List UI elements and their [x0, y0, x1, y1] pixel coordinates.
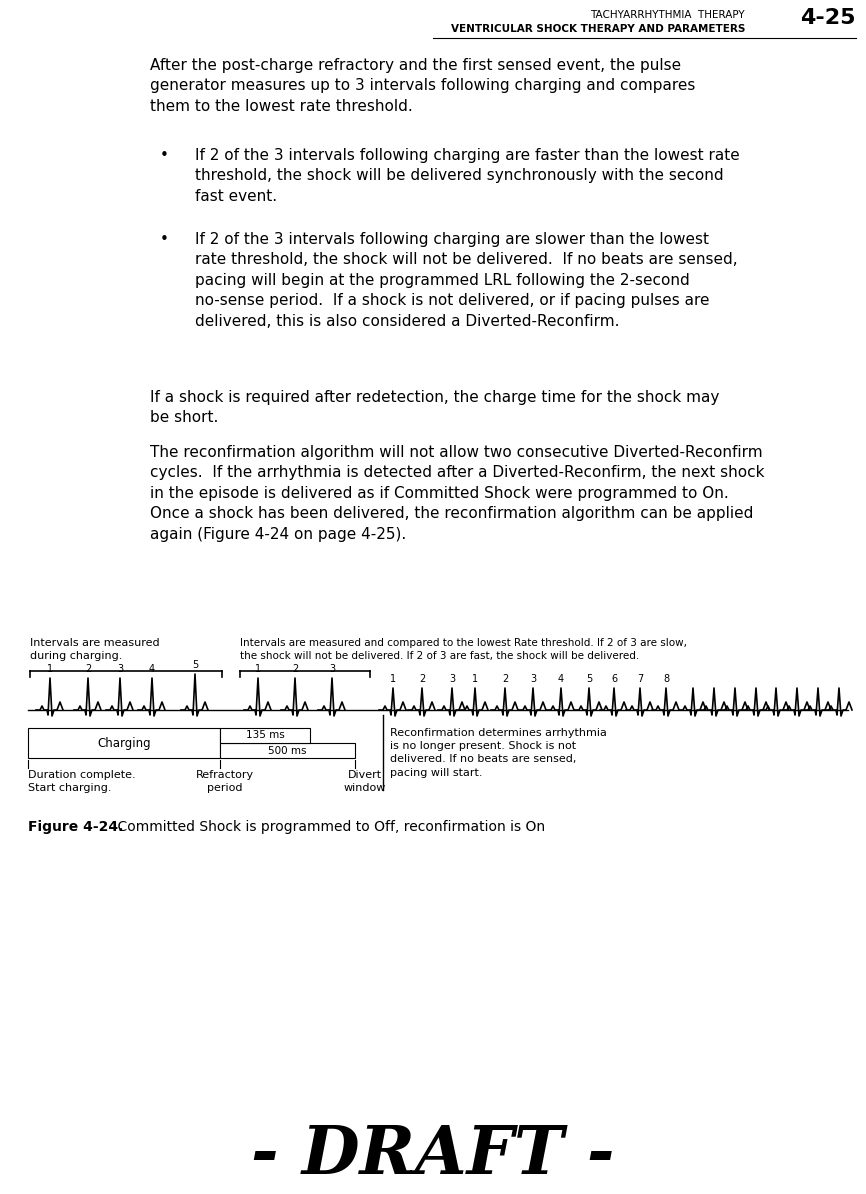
Text: The reconfirmation algorithm will not allow two consecutive Diverted-Reconfirm
c: The reconfirmation algorithm will not al… — [150, 445, 765, 542]
Text: After the post-charge refractory and the first sensed event, the pulse
generator: After the post-charge refractory and the… — [150, 59, 695, 113]
Text: - DRAFT -: - DRAFT - — [251, 1122, 615, 1188]
Text: •: • — [160, 232, 169, 247]
Text: 4: 4 — [149, 664, 155, 673]
Text: 1: 1 — [472, 673, 478, 684]
Text: 2: 2 — [502, 673, 508, 684]
Text: 1: 1 — [390, 673, 396, 684]
Text: Figure 4-24.: Figure 4-24. — [28, 820, 123, 833]
Text: 5: 5 — [192, 660, 198, 670]
Text: 1: 1 — [255, 664, 261, 673]
Text: 7: 7 — [637, 673, 643, 684]
Bar — [28, 728, 220, 758]
Bar — [220, 728, 310, 743]
Text: 3: 3 — [117, 664, 123, 673]
Text: 2: 2 — [292, 664, 298, 673]
Text: Intervals are measured and compared to the lowest Rate threshold. If 2 of 3 are : Intervals are measured and compared to t… — [240, 638, 687, 661]
Text: Divert
window: Divert window — [344, 770, 386, 793]
Text: 3: 3 — [329, 664, 335, 673]
Text: Refractory
period: Refractory period — [196, 770, 254, 793]
Text: 3: 3 — [530, 673, 536, 684]
Bar — [220, 743, 355, 758]
Text: If 2 of the 3 intervals following charging are slower than the lowest
rate thres: If 2 of the 3 intervals following chargi… — [195, 232, 738, 328]
Text: Reconfirmation determines arrhythmia
is no longer present. Shock is not
delivere: Reconfirmation determines arrhythmia is … — [390, 728, 607, 777]
Text: If a shock is required after redetection, the charge time for the shock may
be s: If a shock is required after redetection… — [150, 390, 720, 425]
Text: 500 ms: 500 ms — [268, 745, 307, 756]
Text: 4-25: 4-25 — [800, 8, 856, 27]
Text: 8: 8 — [663, 673, 669, 684]
Text: 6: 6 — [611, 673, 617, 684]
Text: TACHYARRHYTHMIA  THERAPY: TACHYARRHYTHMIA THERAPY — [591, 10, 745, 20]
Text: 5: 5 — [586, 673, 592, 684]
Text: 2: 2 — [419, 673, 425, 684]
Text: 2: 2 — [85, 664, 91, 673]
Text: Intervals are measured
during charging.: Intervals are measured during charging. — [30, 638, 159, 661]
Text: 1: 1 — [47, 664, 53, 673]
Text: 3: 3 — [449, 673, 455, 684]
Text: Committed Shock is programmed to Off, reconfirmation is On: Committed Shock is programmed to Off, re… — [100, 820, 545, 833]
Text: If 2 of the 3 intervals following charging are faster than the lowest rate
thres: If 2 of the 3 intervals following chargi… — [195, 148, 740, 204]
Text: 135 ms: 135 ms — [246, 731, 284, 740]
Text: VENTRICULAR SHOCK THERAPY AND PARAMETERS: VENTRICULAR SHOCK THERAPY AND PARAMETERS — [450, 24, 745, 33]
Text: Duration complete.
Start charging.: Duration complete. Start charging. — [28, 770, 136, 793]
Text: •: • — [160, 148, 169, 164]
Text: 4: 4 — [558, 673, 564, 684]
Text: Charging: Charging — [97, 737, 151, 750]
